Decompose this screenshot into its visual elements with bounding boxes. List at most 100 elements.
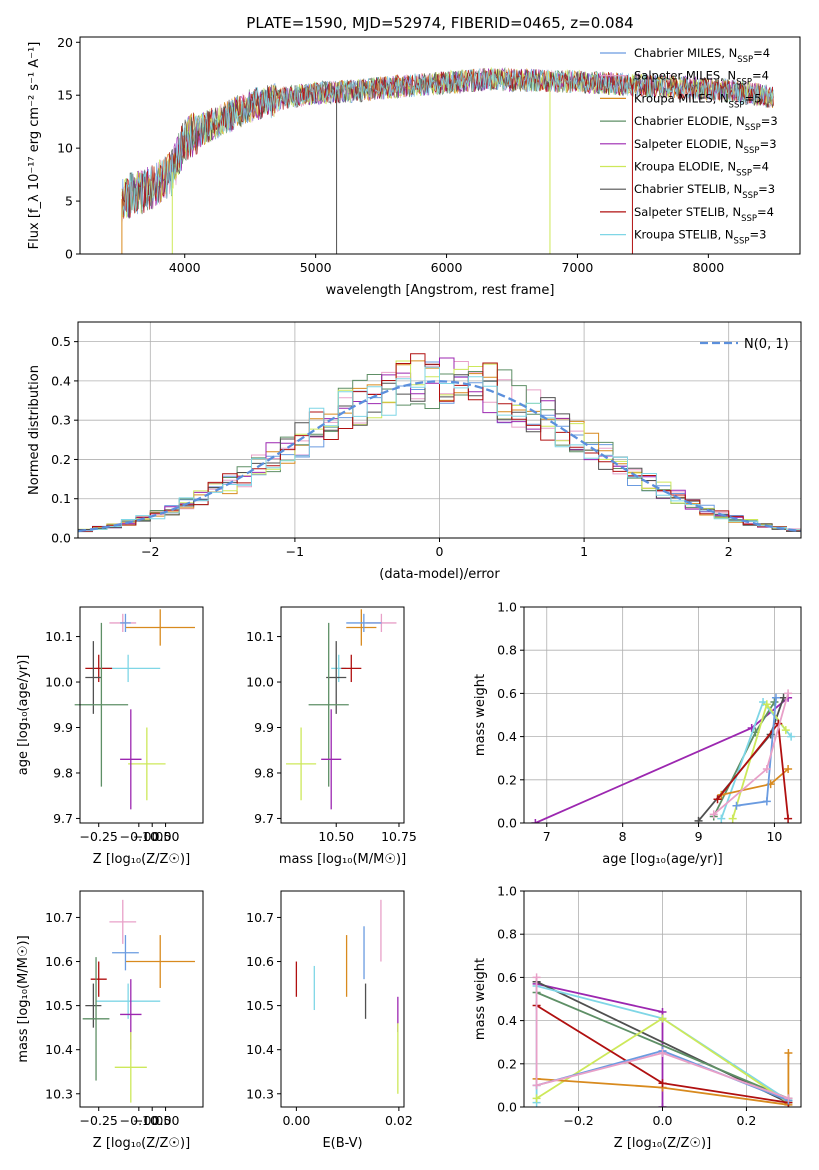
axes-frame [523,890,802,1108]
x-tick-label: 0.0 [653,1113,673,1128]
y-tick-label: 0.8 [497,927,517,942]
weight-line [712,701,776,817]
legend-label: Salpeter ELODIE, NSSP=3 [634,137,777,156]
y-tick-label: 0.1 [51,491,71,506]
x-tick-label: 0.00 [282,1113,310,1128]
y-tick-label: 10 [57,141,73,156]
panel-mass-vs-Z: −0.25 −0.10−0.050.00 10.3 10.4 10.5 10.6 10.7 Z… [16,890,204,1151]
y-tick-label: 10.5 [45,998,73,1013]
x-tick-label: 9 [695,829,703,844]
y-tick-label: 10.4 [45,1042,73,1057]
y-tick-label: 15 [57,88,73,103]
y-axis-label: Normed distribution [27,365,42,495]
legend-label: Kroupa ELODIE, NSSP=4 [634,160,769,179]
weight-marker [781,726,790,735]
weight-line [536,991,789,1100]
x-tick-label: −1 [286,544,304,559]
x-axis-label: E(B-V) [322,1136,362,1151]
y-tick-label: 1.0 [497,600,517,615]
weight-marker [658,1103,667,1107]
y-tick-label: 0.4 [497,1013,517,1028]
y-tick-label: 0.2 [497,1056,517,1071]
y-tick-label: 10.1 [45,629,73,644]
weight-lines [531,689,796,823]
x-axis-label: (data-model)/error [379,567,500,582]
axes-frame [523,606,802,824]
y-axis-label: mass [log₁₀(M/M☉)] [16,935,31,1062]
y-tick-label: 0.0 [51,531,71,546]
x-tick-label: 1 [580,544,588,559]
x-tick-label: −2 [141,544,159,559]
weight-marker [787,732,796,741]
x-tick-label: 8000 [692,260,724,275]
weight-line [536,1053,790,1106]
y-tick-label: 9.7 [53,811,73,826]
y-tick-label: 10.6 [45,954,73,969]
x-tick-label: 8 [619,829,627,844]
axes-frame [79,890,204,1108]
axes-frame [79,606,204,824]
y-tick-label: 0.5 [51,334,71,349]
weight-marker [532,1094,541,1103]
x-tick-label: −0.10 [120,829,158,844]
weight-marker [784,1094,793,1103]
weight-marker [658,1079,667,1088]
weight-marker [658,1014,667,1023]
weight-marker [531,819,540,823]
weight-marker [532,973,541,982]
axes-frame [77,321,802,539]
weight-marker [762,765,771,773]
panel-weight-vs-age: 7 8 9 10 0.0 0.2 0.4 0.6 0.8 1.0 age [log₁₀(age/yr… [473,600,802,867]
weight-marker [658,1049,667,1057]
weight-marker [728,814,737,823]
weight-marker [771,693,780,702]
y-tick-label: 0.6 [497,970,517,985]
y-tick-label: 9.9 [53,720,73,735]
panel-residuals: −2 −1 0 1 2 0.0 0.1 0.2 0.3 0.4 0.5 N(0, 1) (data-mo… [27,321,802,582]
y-tick-label: 10.7 [45,910,73,925]
y-tick-label: 0.8 [497,643,517,658]
y-tick-label: 10.4 [246,1042,274,1057]
y-tick-label: 0.2 [497,772,517,787]
x-tick-label: 0.00 [152,829,180,844]
x-tick-label: 0 [436,544,444,559]
panel-age-vs-mass: 10.50 10.75 9.7 9.8 9.9 10.0 10.1 mass [log₁₀(M… [246,606,417,867]
y-tick-label: 0.6 [497,686,517,701]
y-tick-label: 10.3 [246,1086,274,1101]
y-tick-label: 0.2 [51,452,71,467]
x-axis-label: mass [log₁₀(M/M☉)] [279,852,406,867]
x-axis-label: wavelength [Angstrom, rest frame] [326,283,555,298]
weight-marker [762,797,771,806]
y-tick-label: 10.0 [246,675,274,690]
y-tick-label: 10.3 [45,1086,73,1101]
weight-marker [717,814,726,823]
y-tick-label: 10.1 [246,629,274,644]
x-tick-label: 5000 [300,260,332,275]
x-tick-label: 7000 [562,260,594,275]
x-axis-label: Z [log₁₀(Z/Z☉)] [614,1136,711,1151]
legend-label: Salpeter STELIB, NSSP=4 [634,205,774,224]
y-tick-label: 0.4 [497,729,517,744]
y-tick-label: 10.7 [246,910,274,925]
y-axis-label: mass weight [473,958,488,1040]
x-axis-label: Z [log₁₀(Z/Z☉)] [93,852,190,867]
histograms [78,353,801,534]
spectrum-lines [121,66,774,254]
figure-title: PLATE=1590, MJD=52974, FIBERID=0465, z=0… [246,14,633,32]
weight-marker [784,814,793,823]
weight-marker [770,698,779,707]
y-tick-label: 9.9 [254,720,274,735]
x-tick-label: 10.75 [381,829,417,844]
y-tick-label: 1.0 [497,884,517,899]
weight-marker [694,816,703,823]
weight-marker [784,689,793,698]
y-tick-label: 0 [65,247,73,262]
x-tick-label: −0.10 [120,1113,158,1128]
legend-label: N(0, 1) [744,337,789,352]
x-tick-label: 0.2 [736,1113,756,1128]
weight-marker [784,1049,793,1057]
axes-frame [280,606,405,824]
x-tick-label: −0.05 [133,1113,171,1128]
x-tick-label: 4000 [169,260,201,275]
